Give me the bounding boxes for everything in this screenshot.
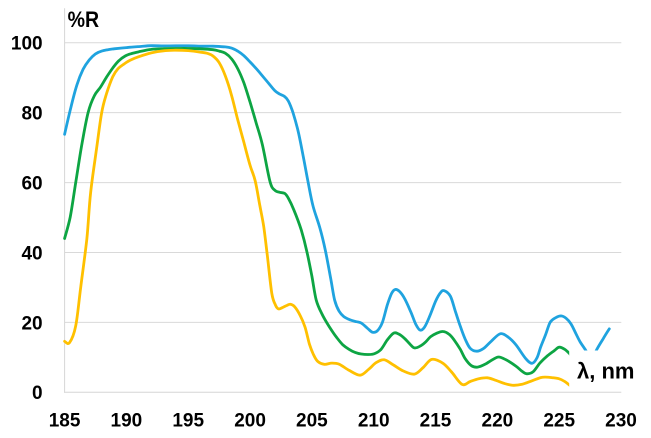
svg-text:80: 80 (21, 104, 42, 125)
svg-text:0: 0 (32, 383, 43, 404)
svg-text:40: 40 (21, 243, 42, 264)
svg-text:220: 220 (482, 411, 514, 432)
svg-text:100: 100 (11, 34, 43, 55)
svg-text:%R: %R (68, 7, 100, 32)
svg-text:210: 210 (358, 411, 390, 432)
svg-text:λ, nm: λ, nm (577, 359, 634, 384)
svg-text:215: 215 (420, 411, 452, 432)
svg-text:190: 190 (111, 411, 143, 432)
svg-text:230: 230 (605, 411, 637, 432)
svg-text:185: 185 (49, 411, 81, 432)
svg-text:195: 195 (172, 411, 204, 432)
svg-text:205: 205 (296, 411, 328, 432)
svg-text:60: 60 (21, 174, 42, 195)
svg-text:20: 20 (21, 313, 42, 334)
svg-text:225: 225 (543, 411, 575, 432)
svg-text:200: 200 (234, 411, 266, 432)
